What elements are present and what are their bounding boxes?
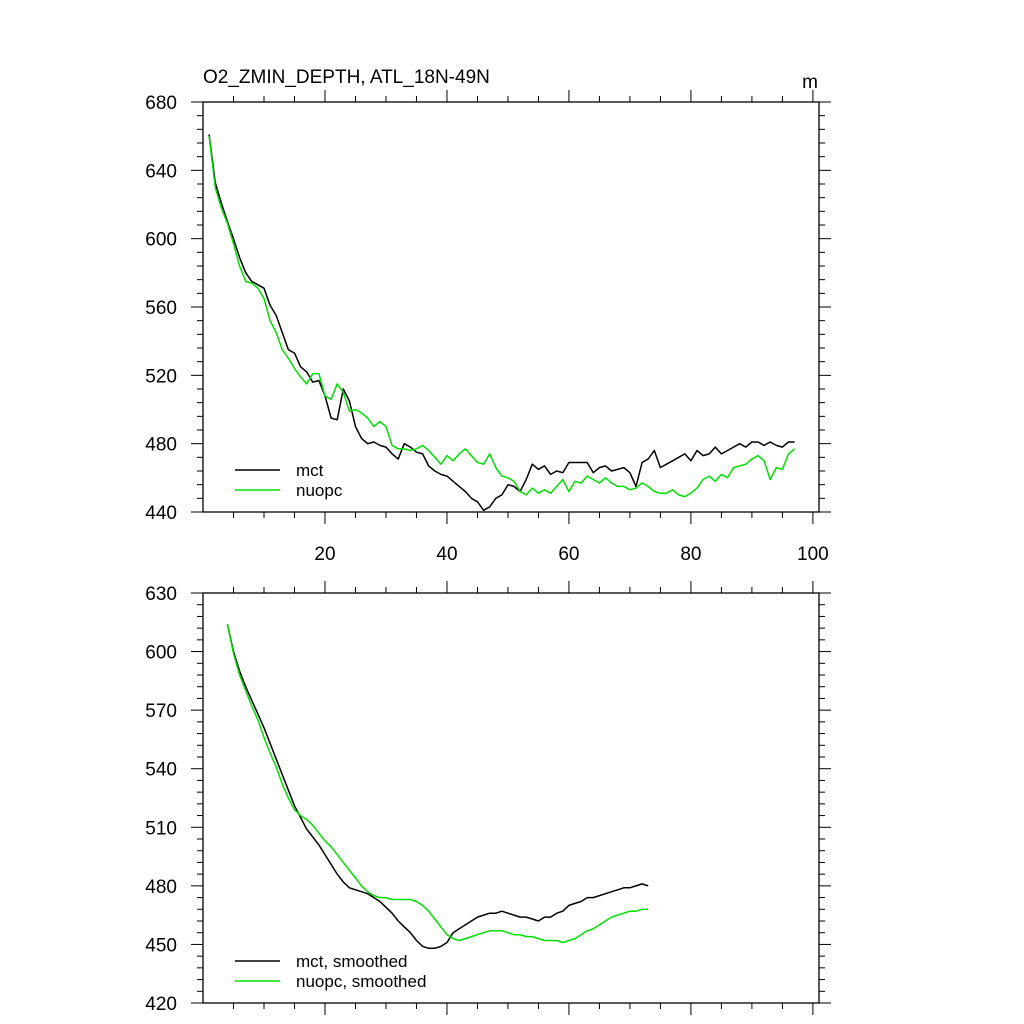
y-tick-label: 600 bbox=[145, 230, 177, 251]
y-tick-label: 570 bbox=[145, 701, 177, 722]
y-tick-label: 420 bbox=[145, 994, 177, 1015]
x-tick-label: 60 bbox=[558, 544, 579, 565]
legend-label: nuopc, smoothed bbox=[296, 972, 426, 991]
legend-label: nuopc bbox=[296, 481, 343, 500]
units-label: m bbox=[802, 72, 818, 93]
y-tick-label: 540 bbox=[145, 760, 177, 781]
y-tick-label: 600 bbox=[145, 643, 177, 664]
legend-label: mct bbox=[296, 461, 324, 480]
legend-label: mct, smoothed bbox=[296, 952, 408, 971]
top-chart-panel: O2_ZMIN_DEPTH, ATL_18N-49N m 440 480 520 56… bbox=[145, 67, 831, 565]
tick-marks: 440 480 520 560 600 640 680 20 40 60 80 100 bbox=[145, 90, 831, 565]
y-tick-label: 480 bbox=[145, 877, 177, 898]
x-tick-label: 40 bbox=[436, 544, 457, 565]
y-tick-label: 450 bbox=[145, 935, 177, 956]
y-tick-label: 560 bbox=[145, 298, 177, 319]
chart-title: O2_ZMIN_DEPTH, ATL_18N-49N bbox=[203, 67, 490, 88]
y-tick-label: 630 bbox=[145, 584, 177, 605]
series-line-nuopc bbox=[208, 136, 796, 498]
y-tick-label: 440 bbox=[145, 503, 177, 524]
x-tick-label: 20 bbox=[314, 544, 335, 565]
y-tick-label: 520 bbox=[145, 366, 177, 387]
series-lines bbox=[208, 134, 796, 512]
y-tick-label: 640 bbox=[145, 161, 177, 182]
y-tick-label: 510 bbox=[145, 818, 177, 839]
y-tick-label: 680 bbox=[145, 93, 177, 114]
series-lines bbox=[226, 624, 649, 950]
series-line-nuopc-smoothed bbox=[226, 624, 649, 944]
y-tick-label: 480 bbox=[145, 435, 177, 456]
plot-frame bbox=[202, 592, 820, 1004]
bottom-chart-panel: 420 450 480 510 540 570 600 630 mct, smoothednu… bbox=[145, 581, 831, 1015]
x-tick-label: 80 bbox=[680, 544, 701, 565]
x-tick-label: 100 bbox=[797, 544, 829, 565]
tick-marks: 420 450 480 510 540 570 600 630 bbox=[145, 581, 831, 1015]
series-line-mct-smoothed bbox=[226, 624, 649, 950]
series-line-mct bbox=[208, 134, 795, 512]
